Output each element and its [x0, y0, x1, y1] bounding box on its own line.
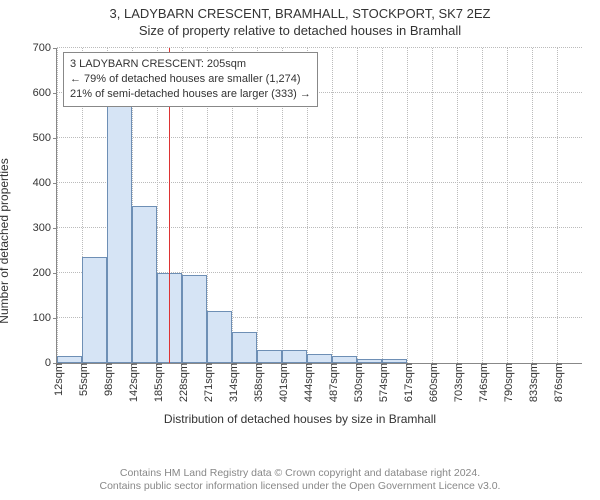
- gridline-v: [332, 48, 333, 363]
- x-tick: 55sqm: [74, 363, 90, 396]
- gridline-h: [57, 182, 582, 183]
- gridline-h: [57, 137, 582, 138]
- histogram-bar: [332, 356, 357, 363]
- y-tick: 100: [33, 312, 57, 324]
- x-tick: 530sqm: [349, 363, 365, 402]
- address-title: 3, LADYBARN CRESCENT, BRAMHALL, STOCKPOR…: [0, 0, 600, 21]
- gridline-h: [57, 47, 582, 48]
- gridline-v: [357, 48, 358, 363]
- footer-line-2: Contains public sector information licen…: [0, 480, 600, 494]
- footer-line-1: Contains HM Land Registry data © Crown c…: [0, 467, 600, 481]
- footer-attribution: Contains HM Land Registry data © Crown c…: [0, 467, 600, 494]
- x-tick: 876sqm: [549, 363, 565, 402]
- x-axis-label: Distribution of detached houses by size …: [0, 412, 600, 426]
- y-tick: 500: [33, 132, 57, 144]
- chart-subtitle: Size of property relative to detached ho…: [0, 21, 600, 38]
- x-tick: 660sqm: [424, 363, 440, 402]
- gridline-v: [482, 48, 483, 363]
- annotation-line: 3 LADYBARN CRESCENT: 205sqm: [70, 57, 311, 72]
- x-tick: 574sqm: [374, 363, 390, 402]
- gridline-v: [557, 48, 558, 363]
- x-tick: 833sqm: [524, 363, 540, 402]
- gridline-v: [457, 48, 458, 363]
- histogram-bar: [232, 332, 257, 364]
- x-tick: 142sqm: [124, 363, 140, 402]
- histogram-bar: [57, 356, 82, 363]
- plot-area: 010020030040050060070012sqm55sqm98sqm142…: [56, 48, 582, 364]
- x-tick: 746sqm: [474, 363, 490, 402]
- x-tick: 703sqm: [449, 363, 465, 402]
- gridline-v: [57, 48, 58, 363]
- y-tick: 400: [33, 177, 57, 189]
- gridline-v: [432, 48, 433, 363]
- histogram-bar: [282, 350, 307, 364]
- y-tick: 700: [33, 42, 57, 54]
- x-tick: 98sqm: [99, 363, 115, 396]
- x-tick: 12sqm: [49, 363, 65, 396]
- histogram-bar: [82, 257, 107, 363]
- histogram-bar: [307, 354, 332, 363]
- x-tick: 487sqm: [324, 363, 340, 402]
- annotation-line: 21% of semi-detached houses are larger (…: [70, 87, 311, 102]
- histogram-bar: [257, 350, 282, 364]
- histogram-bar: [107, 89, 132, 364]
- x-tick: 271sqm: [199, 363, 215, 402]
- x-tick: 401sqm: [274, 363, 290, 402]
- gridline-v: [382, 48, 383, 363]
- y-tick: 600: [33, 87, 57, 99]
- y-tick: 300: [33, 222, 57, 234]
- annotation-box: 3 LADYBARN CRESCENT: 205sqm← 79% of deta…: [63, 52, 318, 107]
- x-tick: 790sqm: [499, 363, 515, 402]
- x-tick: 358sqm: [249, 363, 265, 402]
- chart-container: Number of detached properties 0100200300…: [0, 44, 600, 424]
- gridline-v: [507, 48, 508, 363]
- x-tick: 314sqm: [224, 363, 240, 402]
- y-axis-label: Number of detached properties: [0, 158, 11, 323]
- x-tick: 444sqm: [299, 363, 315, 402]
- x-tick: 228sqm: [174, 363, 190, 402]
- histogram-bar: [207, 311, 232, 363]
- x-tick: 185sqm: [149, 363, 165, 402]
- annotation-line: ← 79% of detached houses are smaller (1,…: [70, 72, 311, 87]
- x-tick: 617sqm: [399, 363, 415, 402]
- histogram-bar: [132, 206, 157, 364]
- y-tick: 200: [33, 267, 57, 279]
- gridline-v: [407, 48, 408, 363]
- histogram-bar: [182, 275, 207, 363]
- gridline-v: [532, 48, 533, 363]
